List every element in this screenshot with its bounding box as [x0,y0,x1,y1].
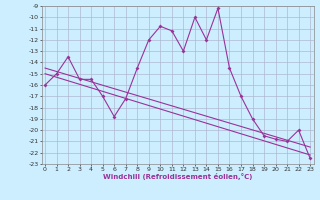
X-axis label: Windchill (Refroidissement éolien,°C): Windchill (Refroidissement éolien,°C) [103,173,252,180]
